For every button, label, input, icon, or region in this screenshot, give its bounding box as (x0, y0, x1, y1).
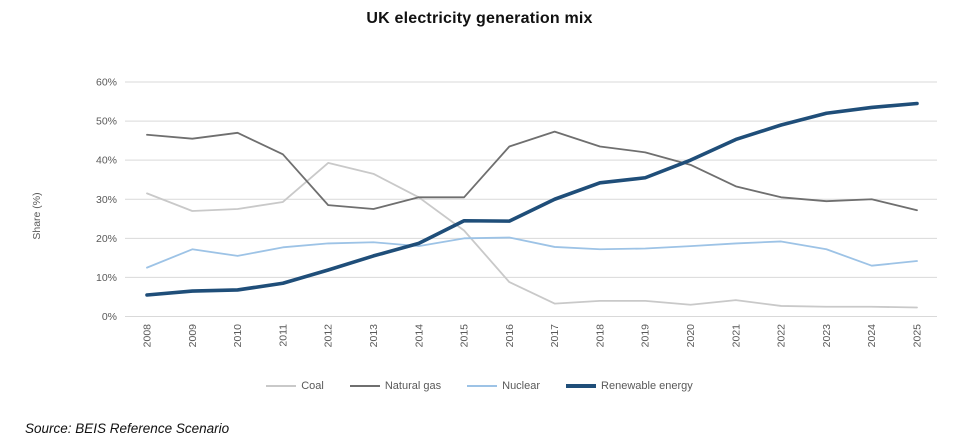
legend-label-coal: Coal (301, 380, 324, 392)
svg-text:2025: 2025 (912, 324, 924, 348)
svg-text:2014: 2014 (413, 324, 425, 348)
svg-text:10%: 10% (96, 272, 117, 284)
svg-text:2008: 2008 (142, 324, 154, 348)
svg-text:50%: 50% (96, 116, 117, 128)
svg-text:2015: 2015 (459, 324, 471, 348)
legend-line-swatch-coal (266, 385, 297, 387)
legend-line-swatch-nuclear (467, 385, 498, 387)
legend-label-renewable-energy: Renewable energy (601, 380, 693, 392)
svg-text:2013: 2013 (368, 324, 380, 348)
legend-line-swatch-natural-gas (349, 385, 380, 387)
svg-text:2020: 2020 (685, 324, 697, 348)
legend-line-swatch-renewable-energy (566, 384, 597, 388)
legend-label-nuclear: Nuclear (502, 380, 541, 392)
svg-text:2021: 2021 (730, 324, 742, 348)
svg-text:60%: 60% (96, 77, 117, 89)
svg-text:30%: 30% (96, 194, 117, 206)
chart-legend: Coal Natural gas Nuclear Renewable energ… (0, 380, 959, 392)
svg-text:Share (%): Share (%) (31, 192, 43, 239)
svg-text:2016: 2016 (504, 324, 516, 348)
svg-text:40%: 40% (96, 155, 117, 167)
source-note: Source: BEIS Reference Scenario (25, 421, 230, 436)
svg-text:2011: 2011 (277, 324, 289, 347)
legend-item-natural-gas: Natural gas (349, 380, 442, 392)
svg-text:2010: 2010 (232, 324, 244, 348)
svg-text:2018: 2018 (594, 324, 606, 348)
chart-title: UK electricity generation mix (366, 10, 593, 27)
legend-label-natural-gas: Natural gas (384, 380, 442, 392)
svg-text:0%: 0% (102, 311, 117, 323)
svg-text:2009: 2009 (187, 324, 199, 348)
legend-item-renewable-energy: Renewable energy (566, 380, 693, 392)
svg-text:2019: 2019 (640, 324, 652, 348)
svg-text:2024: 2024 (866, 324, 878, 348)
svg-text:2012: 2012 (323, 324, 335, 348)
svg-text:2017: 2017 (549, 324, 561, 348)
svg-text:2022: 2022 (776, 324, 788, 348)
legend-item-coal: Coal (266, 380, 324, 392)
svg-text:2023: 2023 (821, 324, 833, 348)
line-chart: 0% 10% 20% 30% 40% 50% 60% 2008 2009 2010 2011 2012… (31, 77, 937, 348)
svg-text:20%: 20% (96, 233, 117, 245)
legend-item-nuclear: Nuclear (467, 380, 540, 392)
